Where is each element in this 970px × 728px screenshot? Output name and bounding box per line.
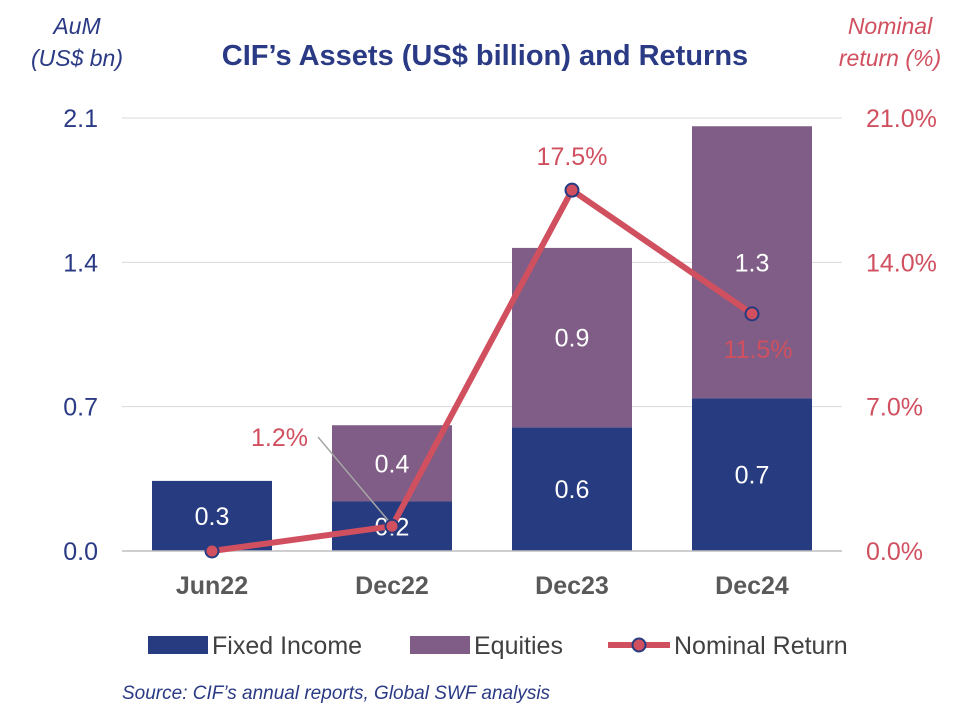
legend-swatch-fixed-income — [148, 636, 208, 654]
right-axis-title: Nominal return (%) — [815, 10, 965, 74]
nominal-return-data-label: 1.2% — [251, 424, 308, 452]
legend-label-fixed-income: Fixed Income — [212, 632, 362, 660]
nominal-return-data-label: 17.5% — [537, 143, 608, 171]
legend-label-equities: Equities — [474, 632, 563, 660]
nominal-return-marker — [744, 306, 760, 322]
left-tick-label: 1.4 — [63, 249, 98, 277]
legend-label-nominal-return: Nominal Return — [674, 632, 848, 660]
x-tick-label: Dec24 — [715, 572, 789, 600]
right-axis-title-line1: Nominal — [847, 13, 933, 39]
legend-marker-nominal-return — [631, 637, 647, 653]
right-tick-label: 14.0% — [866, 249, 937, 277]
right-axis-title-line2: return (%) — [838, 45, 942, 71]
fixed-income-bar — [512, 427, 632, 551]
fixed-income-bar — [692, 398, 812, 551]
equities-bar — [332, 425, 452, 502]
source-note: Source: CIF’s annual reports, Global SWF… — [122, 683, 551, 704]
left-tick-label: 0.0 — [63, 538, 98, 566]
chart-title: CIF’s Assets (US$ billion) and Returns — [221, 40, 749, 72]
equities-data-label: 0.9 — [555, 325, 590, 353]
x-tick-label: Dec23 — [535, 572, 609, 600]
left-axis-title-line1: AuM — [53, 13, 101, 39]
nominal-return-data-label: 11.5% — [723, 336, 792, 364]
legend-swatch-equities — [410, 636, 470, 654]
equities-data-label: 0.4 — [375, 450, 410, 478]
fixed-income-bar — [152, 480, 272, 551]
nominal-return-marker — [384, 518, 400, 534]
left-axis-title-line2: (US$ bn) — [30, 45, 124, 71]
left-tick-label: 2.1 — [63, 105, 98, 133]
fixed-income-data-label: 0.7 — [735, 462, 770, 490]
equities-data-label: 1.3 — [735, 249, 770, 277]
x-tick-label: Jun22 — [176, 572, 248, 600]
leader-line — [317, 436, 389, 521]
equities-bar — [512, 247, 632, 428]
right-tick-label: 7.0% — [866, 394, 923, 422]
fixed-income-data-label: 0.3 — [195, 503, 230, 531]
right-tick-label: 21.0% — [866, 105, 937, 133]
x-tick-label: Dec22 — [355, 572, 429, 600]
nominal-return-marker — [204, 543, 220, 559]
right-tick-label: 0.0% — [866, 538, 923, 566]
nominal-return-line — [211, 187, 754, 554]
left-tick-label: 0.7 — [63, 394, 98, 422]
left-axis-title: AuM (US$ bn) — [2, 10, 152, 74]
equities-bar — [692, 126, 812, 399]
nominal-return-marker — [564, 182, 580, 198]
fixed-income-data-label: 0.6 — [555, 476, 590, 504]
